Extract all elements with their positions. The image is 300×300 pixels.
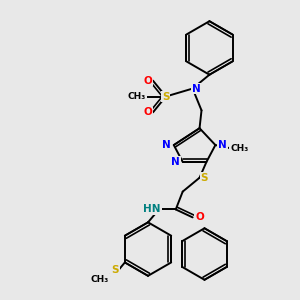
Text: N: N [163, 140, 171, 150]
Text: O: O [195, 212, 204, 222]
Text: CH₃: CH₃ [128, 92, 146, 101]
Text: HN: HN [143, 204, 161, 214]
Text: O: O [144, 76, 152, 85]
Text: S: S [201, 173, 208, 183]
Text: S: S [162, 92, 169, 101]
Text: N: N [192, 84, 201, 94]
Text: O: O [144, 107, 152, 117]
Text: S: S [111, 266, 119, 275]
Text: CH₃: CH₃ [230, 143, 248, 152]
Text: N: N [171, 157, 180, 167]
Text: N: N [218, 140, 227, 150]
Text: CH₃: CH₃ [91, 275, 109, 284]
